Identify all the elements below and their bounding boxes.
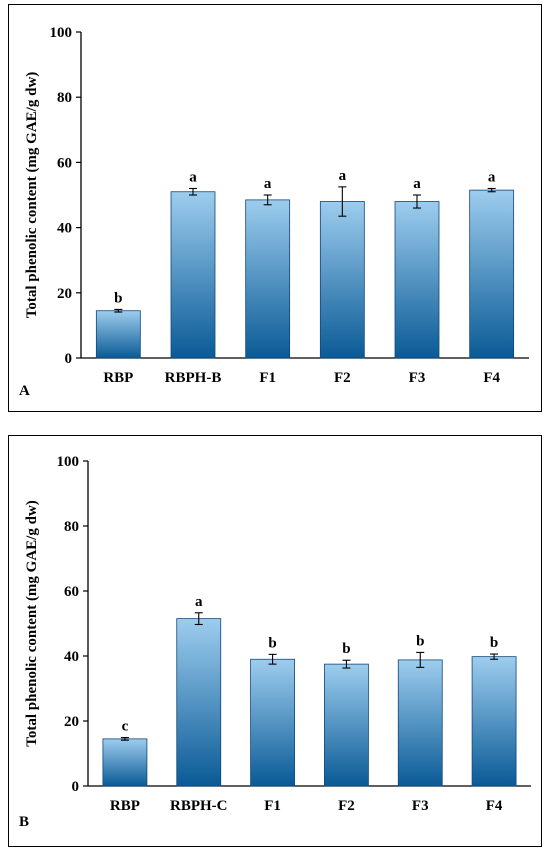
chart-panel-a: Total phenolic content (mg GAE/g dw) 0 20 4… <box>8 4 542 412</box>
significance-letter: a <box>488 169 496 185</box>
significance-letter: a <box>189 169 197 185</box>
x-tick-label: F4 <box>486 798 503 814</box>
bar <box>471 656 517 787</box>
x-tick-label: F3 <box>412 798 429 814</box>
x-tick-label: F2 <box>338 798 355 814</box>
significance-letter: b <box>268 635 276 651</box>
significance-letter: b <box>416 633 424 649</box>
bar <box>319 201 365 359</box>
y-tick-label: 60 <box>64 584 79 600</box>
y-tick-label: 40 <box>64 649 79 665</box>
bar <box>170 191 216 359</box>
bar <box>397 659 443 787</box>
bar <box>394 201 440 359</box>
significance-letter: a <box>339 168 347 184</box>
x-tick-label: F1 <box>264 798 281 814</box>
y-tick-label: 60 <box>57 155 72 171</box>
bar <box>102 738 148 787</box>
significance-letter: c <box>122 719 129 735</box>
x-tick-label: RBP <box>103 370 133 386</box>
y-tick-label: 100 <box>50 25 73 41</box>
y-tick-label: 20 <box>57 286 72 302</box>
y-tick-label: 80 <box>57 90 72 106</box>
significance-letter: b <box>114 290 122 306</box>
y-tick-label: 0 <box>65 351 73 367</box>
x-tick-label: F4 <box>483 370 500 386</box>
y-tick-label: 100 <box>57 454 80 470</box>
panel-label-b: B <box>19 814 30 830</box>
bar <box>245 199 291 359</box>
significance-letter: a <box>413 176 421 192</box>
y-tick-label: 40 <box>57 221 72 237</box>
bar <box>95 310 141 359</box>
y-axis-label: Total phenolic content (mg GAE/g dw) <box>24 72 40 319</box>
x-tick-label: F3 <box>409 370 426 386</box>
x-tick-label: RBPH-C <box>170 798 228 814</box>
x-tick-label: RBP <box>110 798 140 814</box>
chart-a-svg: Total phenolic content (mg GAE/g dw) 0 20 4… <box>24 25 529 386</box>
chart-panel-b: Total phenolic content (mg GAE/g dw) 0 20 4… <box>8 435 542 847</box>
y-tick-label: 20 <box>64 714 79 730</box>
chart-b-svg: Total phenolic content (mg GAE/g dw) 0 20 4… <box>24 454 531 814</box>
significance-letter: a <box>264 176 272 192</box>
bar <box>250 658 295 787</box>
bar <box>324 663 369 787</box>
significance-letter: a <box>195 594 203 610</box>
x-tick-label: RBPH-B <box>165 370 222 386</box>
y-axis-label: Total phenolic content (mg GAE/g dw) <box>24 500 40 747</box>
panel-label-a: A <box>19 383 30 399</box>
bar <box>176 618 222 787</box>
y-tick-label: 80 <box>64 519 79 535</box>
y-tick-label: 0 <box>72 779 80 795</box>
x-tick-label: F2 <box>334 370 351 386</box>
significance-letter: b <box>490 635 498 651</box>
x-tick-label: F1 <box>259 370 276 386</box>
bar <box>469 189 515 359</box>
significance-letter: b <box>342 641 350 657</box>
